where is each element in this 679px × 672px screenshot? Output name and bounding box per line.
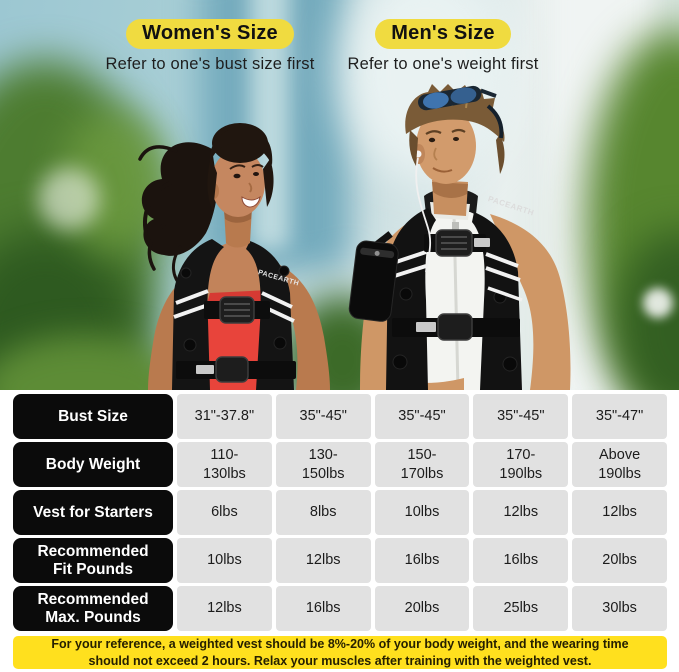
table-cell: 170- 190lbs xyxy=(473,442,569,487)
table-cell: 12lbs xyxy=(572,490,667,535)
men-size-subtitle: Refer to one's weight first xyxy=(347,55,539,73)
woman-left-arm xyxy=(280,265,330,390)
table-cell: 20lbs xyxy=(374,586,470,631)
woman-ponytail xyxy=(138,142,218,289)
row-label-recommended-max-pounds: Recommended Max. Pounds xyxy=(13,586,173,631)
bokeh-highlight xyxy=(643,288,673,318)
women-size-badge: Women's Size xyxy=(126,19,294,49)
table-cell: 31"-37.8" xyxy=(177,394,272,439)
table-cell: 12lbs xyxy=(177,586,272,631)
men-size-header: Men's Size Refer to one's weight first xyxy=(330,19,556,74)
table-cell: 8lbs xyxy=(275,490,371,535)
woman-weighted-vest: PACEARTH xyxy=(172,239,300,390)
table-cell: 12lbs xyxy=(473,490,569,535)
table-cell: 30lbs xyxy=(572,586,667,631)
table-cell: 10lbs xyxy=(374,490,470,535)
man-wearing-vest: PACEARTH xyxy=(348,84,571,390)
table-cell: 16lbs xyxy=(275,586,371,631)
table-cell: 20lbs xyxy=(572,538,667,583)
vest-brand-logo: PACEARTH xyxy=(487,194,535,217)
hero-photo: PACEARTH xyxy=(0,0,679,390)
table-cell: 25lbs xyxy=(473,586,569,631)
woman-hair xyxy=(207,123,274,211)
reference-note: For your reference, a weighted vest shou… xyxy=(13,636,667,669)
row-label-vest-for-starters: Vest for Starters xyxy=(13,490,173,535)
table-cell: 35"-45" xyxy=(275,394,371,439)
row-label-recommended-fit-pounds: Recommended Fit Pounds xyxy=(13,538,173,583)
table-cell: 35"-45" xyxy=(473,394,569,439)
sunglasses-icon xyxy=(418,85,497,111)
table-cell: 35"-47" xyxy=(572,394,667,439)
table-cell: 130- 150lbs xyxy=(275,442,371,487)
table-cell: 10lbs xyxy=(177,538,272,583)
table-cell: 35"-45" xyxy=(374,394,470,439)
row-label-body-weight: Body Weight xyxy=(13,442,173,487)
waist-buckle xyxy=(215,356,249,383)
row-label-bust-size: Bust Size xyxy=(13,394,173,439)
sizes-table: Bust Size 31"-37.8" 35"-45" 35"-45" 35"-… xyxy=(13,394,667,631)
table-cell: Above 190lbs xyxy=(572,442,667,487)
man-weighted-vest: PACEARTH xyxy=(348,194,535,390)
table-cell: 16lbs xyxy=(374,538,470,583)
table-cell: 16lbs xyxy=(473,538,569,583)
woman-wearing-vest: PACEARTH xyxy=(138,123,330,390)
waist-buckle xyxy=(437,313,473,341)
phone-pouch xyxy=(348,231,399,322)
women-size-subtitle: Refer to one's bust size first xyxy=(105,55,315,73)
table-cell: 12lbs xyxy=(275,538,371,583)
table-cell: 110- 130lbs xyxy=(177,442,272,487)
table-cell: 150- 170lbs xyxy=(374,442,470,487)
women-size-header: Women's Size Refer to one's bust size fi… xyxy=(88,19,332,74)
table-cell: 6lbs xyxy=(177,490,272,535)
men-size-badge: Men's Size xyxy=(375,19,511,49)
bokeh-highlight xyxy=(38,168,100,230)
